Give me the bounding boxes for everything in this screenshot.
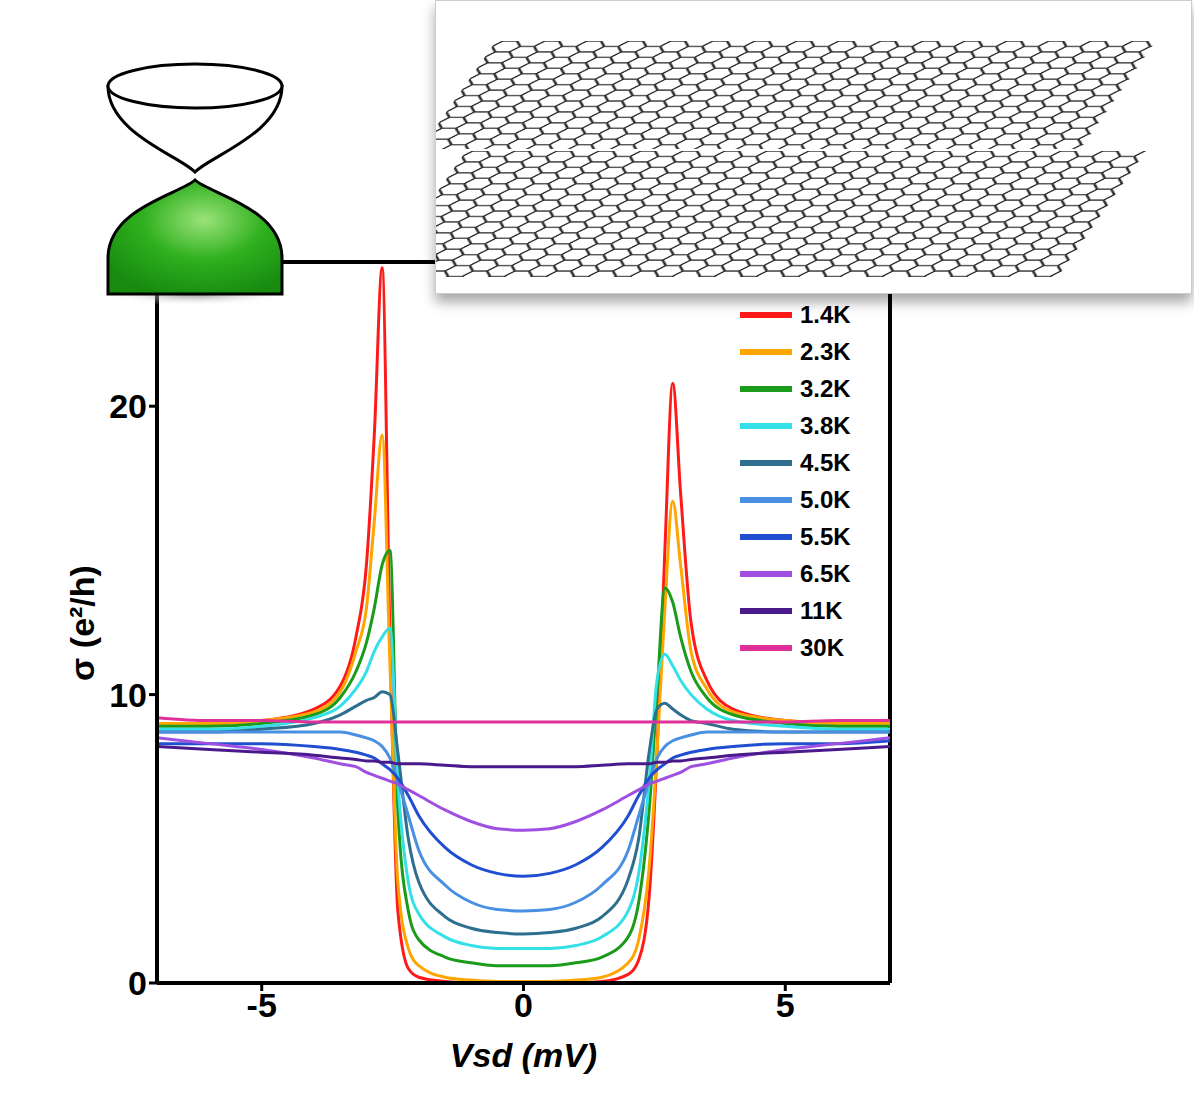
html-text:5.0K: 5.0K <box>800 485 851 513</box>
svg-text:5: 5 <box>776 986 795 1024</box>
html-text:σ (e²/h): σ (e²/h) <box>62 564 101 681</box>
svg-text:0: 0 <box>514 986 533 1024</box>
html-text:3.8K: 3.8K <box>800 411 851 439</box>
html-text:Vsd (mV): Vsd (mV) <box>449 1036 598 1074</box>
html-text:3.2K: 3.2K <box>800 374 851 402</box>
html-text:11K: 11K <box>800 596 843 624</box>
html-text:2.3K: 2.3K <box>800 337 851 365</box>
html-text:5.5K: 5.5K <box>800 522 851 550</box>
svg-text:10: 10 <box>109 676 147 714</box>
svg-text:0: 0 <box>128 964 147 1002</box>
html-text:4.5K: 4.5K <box>800 448 851 476</box>
html-text:30K: 30K <box>800 633 844 661</box>
svg-text:20: 20 <box>109 387 147 425</box>
html-text:1.4K: 1.4K <box>800 300 851 328</box>
svg-text:-5: -5 <box>247 986 277 1024</box>
html-text:6.5K: 6.5K <box>800 559 851 587</box>
